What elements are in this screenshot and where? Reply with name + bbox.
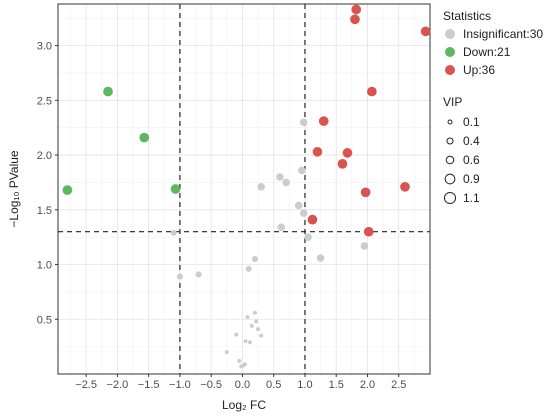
legend-vip-swatch (447, 119, 453, 125)
data-point (360, 242, 369, 250)
legend-series-swatch (445, 29, 455, 39)
data-point (294, 201, 303, 210)
x-axis-title: Log₂ FC (222, 398, 266, 412)
data-point (242, 362, 247, 367)
legend-statistics-title: Statistics (443, 9, 491, 23)
data-point (245, 265, 252, 272)
data-point (245, 315, 250, 320)
data-point (282, 178, 290, 187)
data-point (363, 226, 374, 237)
data-point (316, 254, 325, 262)
legend-vip-label: 0.4 (463, 134, 480, 148)
legend-series-label: Up:36 (463, 63, 495, 77)
x-tick-label: −2.0 (107, 379, 129, 391)
data-point (249, 323, 254, 328)
data-point (259, 333, 264, 338)
plot-panel-border (57, 3, 431, 375)
data-point (400, 181, 410, 192)
data-point (170, 229, 177, 236)
y-axis-ticks: 0.5 1.0 1.5 2.0 2.5 3.0 (37, 41, 58, 326)
threshold-lines (58, 4, 430, 374)
data-point (234, 332, 239, 337)
legend-vip-swatch (445, 155, 455, 165)
legend-series-swatch (445, 65, 455, 75)
x-tick-label: −1.5 (138, 379, 160, 391)
data-point (139, 132, 150, 143)
data-point (256, 327, 261, 332)
x-tick-label: 1.0 (297, 379, 312, 391)
data-point (318, 116, 329, 126)
x-tick-label: −1.0 (169, 379, 191, 391)
data-point (367, 86, 377, 97)
legend-series-entries: Insignificant:30 Down:21 Up:36 (445, 27, 543, 77)
legend-vip-label: 0.9 (463, 172, 480, 186)
y-tick-label: 0.5 (37, 314, 52, 326)
x-tick-label: 0.5 (266, 379, 281, 391)
data-point (176, 273, 183, 280)
data-point (298, 166, 306, 175)
legend-vip-label: 0.6 (463, 153, 480, 167)
data-point (243, 339, 248, 344)
data-point (299, 118, 308, 126)
data-point (350, 14, 360, 25)
legend-series-label: Down:21 (463, 45, 511, 59)
y-tick-label: 1.0 (37, 260, 52, 272)
legend-vip-swatch (446, 137, 454, 145)
legend-vip-entries: 0.1 0.4 0.6 0.9 1.1 (443, 115, 480, 205)
data-point (342, 148, 353, 158)
y-tick-label: 2.5 (37, 95, 52, 107)
data-point (224, 350, 229, 355)
data-point (312, 146, 323, 157)
y-axis-title: −Log₁₀ PValue (7, 150, 21, 228)
data-point (254, 319, 259, 324)
x-tick-label: 2.5 (391, 379, 406, 391)
data-point (103, 86, 113, 97)
legend-vip-swatch (444, 173, 456, 185)
data-point (360, 187, 371, 198)
data-point (170, 184, 181, 194)
data-point (351, 4, 362, 15)
data-point (337, 158, 348, 169)
data-point (195, 271, 202, 278)
x-tick-label: 1.5 (329, 379, 344, 391)
data-point (257, 183, 265, 191)
legend-vip-title: VIP (443, 95, 462, 109)
x-axis-ticks: −2.5 −2.0 −1.5 −1.0 −0.5 0.0 0.5 1.0 1.5 2.0 2.5 (75, 374, 406, 391)
legend-vip-swatch (443, 191, 457, 205)
data-point (247, 340, 252, 345)
data-points (62, 4, 431, 369)
data-point (304, 233, 312, 241)
y-tick-label: 3.0 (37, 41, 52, 53)
legend-series-swatch (445, 47, 455, 57)
y-tick-label: 2.0 (37, 150, 52, 162)
y-tick-label: 1.5 (37, 205, 52, 217)
data-point (237, 358, 242, 363)
legend-vip-label: 1.1 (463, 191, 480, 205)
x-tick-label: −0.5 (200, 379, 222, 391)
x-tick-label: 2.0 (360, 379, 375, 391)
data-point (251, 256, 258, 263)
data-point (239, 364, 244, 369)
data-point (62, 185, 73, 195)
grid-lines (58, 4, 430, 374)
data-point (276, 173, 284, 181)
legend-series-label: Insignificant:30 (463, 27, 543, 41)
legend: Statistics Insignificant:30Down:21Up:36 … (443, 9, 543, 205)
data-point (277, 223, 285, 232)
x-tick-label: −2.5 (75, 379, 97, 391)
legend-vip-label: 0.1 (463, 115, 480, 129)
data-point (252, 310, 257, 315)
data-point (307, 214, 318, 225)
data-point (299, 209, 308, 217)
x-tick-label: 0.0 (235, 379, 250, 391)
data-point (420, 26, 431, 37)
